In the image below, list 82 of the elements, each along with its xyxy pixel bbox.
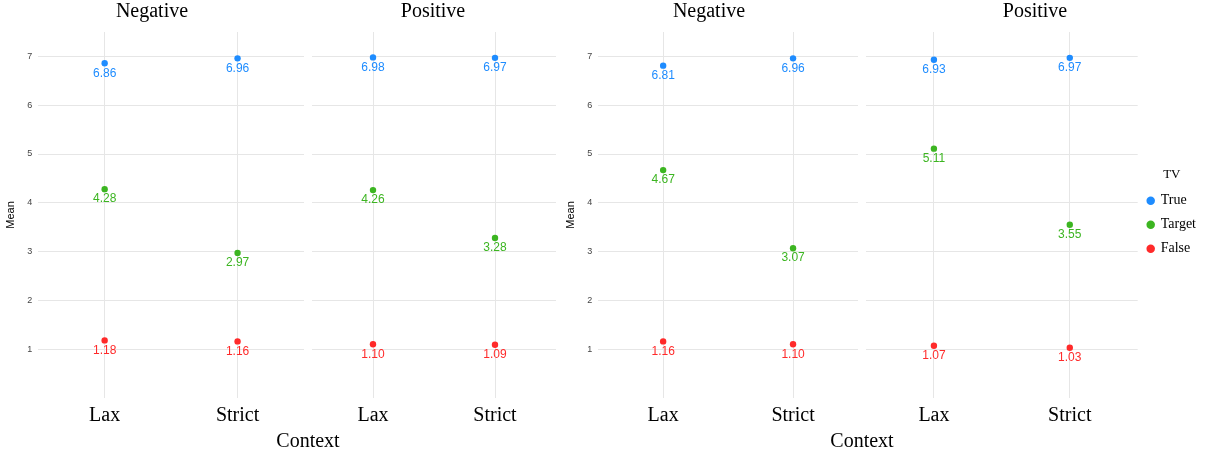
- data-label: 1.18: [92, 342, 117, 357]
- point: [1066, 221, 1073, 228]
- point: [369, 341, 377, 348]
- y-tick-label: 7: [587, 50, 593, 61]
- data-label: 6.97: [483, 60, 507, 75]
- y-tick-label: 1: [27, 343, 33, 354]
- legend-title: TV: [1163, 166, 1182, 182]
- x-tick-label: Strict: [1048, 403, 1092, 426]
- data-label: 6.97: [1058, 60, 1082, 75]
- data-label: 2.97: [225, 255, 250, 270]
- data-label: 1.03: [1058, 350, 1082, 365]
- point: [789, 341, 797, 348]
- y-tick-label: 6: [27, 99, 33, 110]
- data-label: 3.55: [1058, 227, 1082, 242]
- point: [369, 186, 377, 194]
- y-tick-label: 2: [27, 294, 33, 305]
- data-label: 6.96: [781, 60, 806, 75]
- point: [659, 62, 667, 69]
- chart-title: Positive: [1002, 0, 1068, 22]
- chart-title: Negative: [672, 0, 746, 23]
- x-tick-label: Strict: [771, 403, 816, 426]
- x-axis-title: Context: [830, 429, 894, 452]
- data-label: 1.16: [651, 343, 676, 358]
- data-label: 3.07: [781, 250, 806, 265]
- point: [491, 234, 499, 242]
- point: [930, 342, 938, 349]
- point: [930, 145, 938, 152]
- y-tick-label: 7: [27, 50, 33, 61]
- point: [234, 249, 241, 257]
- data-label: 6.96: [225, 60, 250, 75]
- data-label: 6.98: [361, 59, 385, 74]
- x-tick-label: Lax: [647, 403, 679, 426]
- x-tick-label: Strict: [215, 403, 260, 426]
- x-tick-label: Lax: [357, 403, 389, 426]
- data-label: 1.10: [361, 346, 385, 361]
- data-label: 4.28: [92, 191, 117, 206]
- data-label: 3.28: [483, 240, 507, 255]
- data-label: 6.86: [92, 65, 117, 80]
- point: [1066, 54, 1073, 62]
- y-tick-label: 6: [587, 99, 593, 110]
- y-tick-label: 4: [587, 197, 593, 208]
- point: [101, 185, 108, 193]
- data-label: 1.16: [225, 343, 250, 358]
- data-label: 4.67: [651, 172, 676, 187]
- point: [930, 56, 938, 64]
- point: [789, 244, 797, 252]
- y-axis-title: Mean: [563, 201, 576, 229]
- data-label: 4.26: [361, 192, 385, 207]
- y-tick-label: 1: [587, 343, 593, 354]
- y-tick-label: 3: [27, 246, 33, 257]
- point: [491, 341, 499, 349]
- point: [101, 60, 108, 67]
- point: [234, 338, 241, 345]
- point: [234, 55, 241, 62]
- point: [659, 166, 667, 174]
- y-axis-title: Mean: [3, 201, 16, 229]
- x-tick-label: Lax: [89, 403, 121, 426]
- data-label: 6.93: [922, 62, 946, 77]
- data-label: 5.11: [922, 150, 946, 165]
- data-label: 6.81: [651, 67, 676, 82]
- point: [369, 54, 377, 61]
- legend-label: Target: [1160, 216, 1197, 232]
- point: [101, 337, 108, 344]
- point: [1066, 344, 1073, 351]
- point: [491, 54, 499, 62]
- x-tick-label: Strict: [473, 403, 518, 426]
- chart-title: Negative: [115, 0, 189, 23]
- x-tick-label: Lax: [918, 403, 950, 426]
- point: [789, 55, 797, 62]
- legend-label: True: [1160, 192, 1187, 208]
- data-label: 1.10: [781, 346, 806, 361]
- y-tick-label: 4: [27, 197, 33, 208]
- data-label: 1.09: [483, 347, 507, 362]
- legend-label: False: [1160, 240, 1191, 256]
- y-tick-label: 3: [587, 246, 593, 257]
- y-tick-label: 5: [587, 148, 593, 159]
- data-label: 1.07: [922, 348, 946, 363]
- y-tick-label: 2: [587, 294, 593, 305]
- y-tick-label: 5: [27, 148, 33, 159]
- point: [659, 338, 667, 345]
- x-axis-title: Context: [276, 429, 340, 452]
- chart-title: Positive: [400, 0, 466, 22]
